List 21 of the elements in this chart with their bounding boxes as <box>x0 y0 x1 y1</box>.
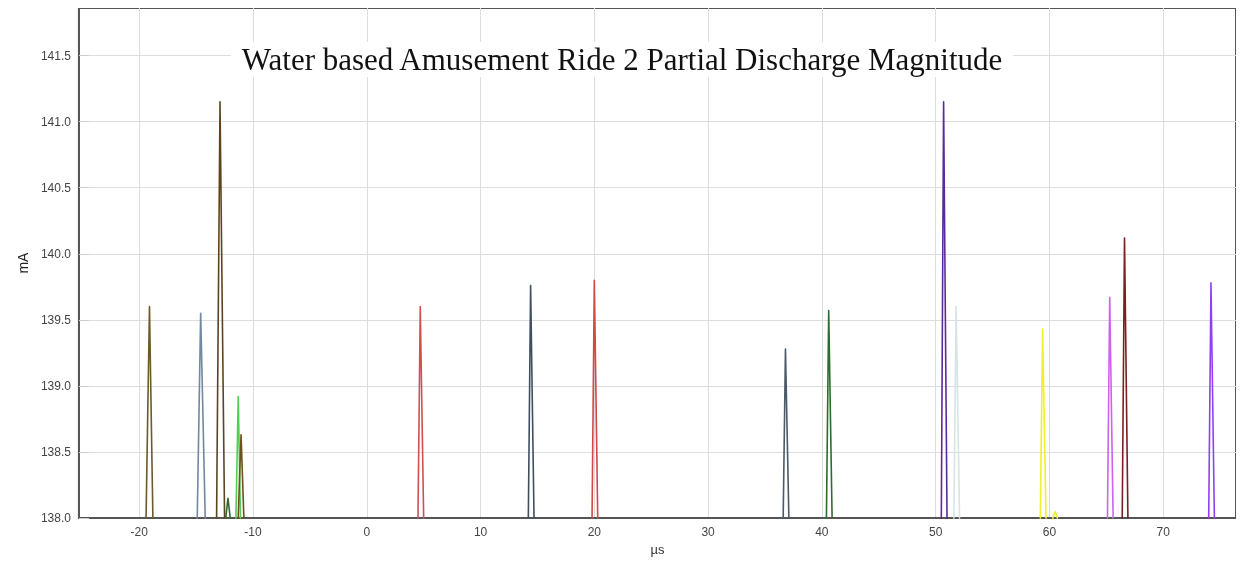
y-tick-label: 138.0 <box>40 511 72 526</box>
y-tick-label: 139.5 <box>40 312 72 327</box>
x-tick-label: 0 <box>363 525 371 540</box>
y-tick-label: 141.5 <box>40 48 72 63</box>
y-tick-label: 140.5 <box>40 180 72 195</box>
text: Water based Amusement Ride 2 Partial Discharge Magnitude <box>241 42 1003 77</box>
x-tick-label: 60 <box>1042 525 1057 540</box>
y-tick-label: 138.5 <box>40 445 72 460</box>
x-tick-label: -20 <box>130 525 149 540</box>
x-axis-title: µs <box>650 542 665 557</box>
y-tick-label: 140.0 <box>40 246 72 261</box>
x-tick-label: 50 <box>928 525 943 540</box>
y-axis-title: mA <box>15 251 31 274</box>
x-tick-label: 20 <box>587 525 602 540</box>
x-tick-label: -10 <box>244 525 262 540</box>
x-tick-label: 40 <box>815 525 829 540</box>
x-tick-label: 30 <box>701 525 716 540</box>
x-tick-label: 70 <box>1156 525 1171 540</box>
x-tick-label: 10 <box>473 525 488 540</box>
y-tick-label: 139.0 <box>40 378 72 393</box>
y-tick-label: 141.0 <box>40 114 72 129</box>
